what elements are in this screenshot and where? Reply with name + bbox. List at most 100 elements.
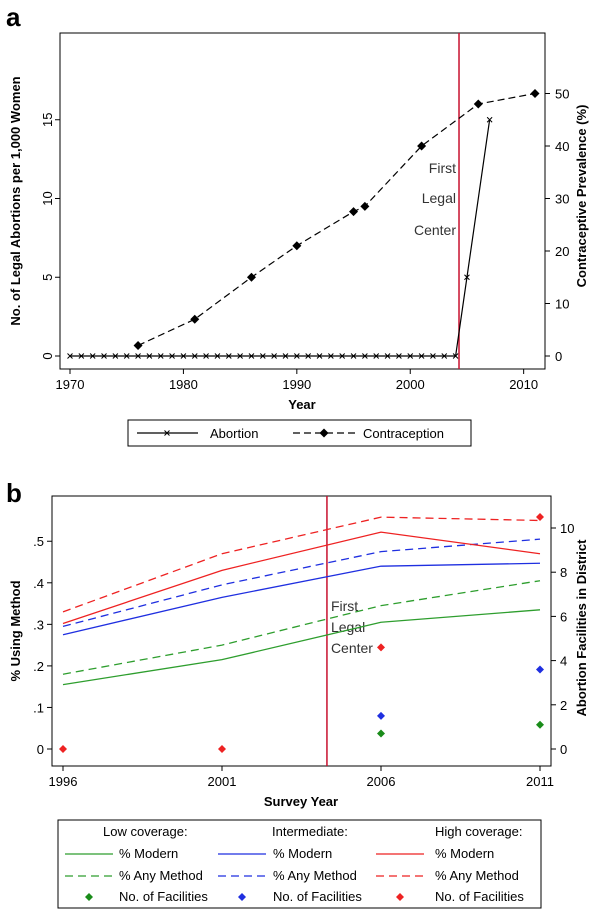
panel-a-abortion-point xyxy=(486,116,493,123)
panel-b-ylabel-left: % Using Method xyxy=(8,580,23,681)
panel-a-abortion-point xyxy=(101,353,107,359)
panel-b-annotation-center: Center xyxy=(331,640,373,656)
panel-b-xtick-label: 2001 xyxy=(208,774,237,789)
panel-b-series-line-1 xyxy=(62,580,541,675)
panel-a-ylabel-left: No. of Legal Abortions per 1,000 Women xyxy=(8,76,23,325)
panel-b-ytick-right-label: 8 xyxy=(560,565,567,580)
panel-a-xlabel: Year xyxy=(288,397,315,412)
panel-a-legend-abortion-marker xyxy=(164,430,170,436)
panel-a-contraception-point xyxy=(349,207,359,217)
panel-a-abortion-point xyxy=(214,353,221,359)
panel-b-annotation-first: First xyxy=(331,598,358,614)
panel-a-legend-contraception-label: Contraception xyxy=(363,426,444,441)
panel-b-ytick-left-label: .5 xyxy=(33,534,44,549)
panel-a-label: a xyxy=(6,2,21,32)
panel-a-abortion-point xyxy=(112,353,119,359)
panel-a-abortion-point xyxy=(328,353,334,359)
panel-a-legend-contraception-marker xyxy=(319,428,329,438)
panel-b-legend-header: Intermediate: xyxy=(272,824,348,839)
panel-b-series-line-4 xyxy=(62,531,541,625)
panel-b-ytick-left-label: 0 xyxy=(37,742,44,757)
panel-b-legend-facilities-marker xyxy=(85,893,93,901)
panel-b-facilities-point xyxy=(536,665,544,674)
panel-a-abortion-point xyxy=(203,353,209,359)
panel-a-abortion-point xyxy=(396,353,402,359)
panel-a-xtick-label: 2010 xyxy=(509,377,538,392)
panel-a-ytick-right-label: 30 xyxy=(555,192,569,207)
panel-a-abortion-point xyxy=(362,353,368,359)
panel-a-annotation-legal: Legal xyxy=(422,190,456,206)
panel-b-axes: 1996 2001 2006 2011 0 .1 .2 .3 .4 .5 0 2 4 6 8 10 xyxy=(33,521,574,789)
panel-b-legend: Low coverage: % Modern % Any Method No. of … xyxy=(57,819,542,909)
panel-b-ytick-left-label: .2 xyxy=(33,659,44,674)
panel-b-annotation-legal: Legal xyxy=(331,619,365,635)
panel-b-ylabel-right: Abortion Facilities in District xyxy=(574,539,589,717)
panel-a-ytick-left-label: 0 xyxy=(40,352,55,359)
panel-a-abortion-point xyxy=(271,353,277,359)
panel-a-abortion-point xyxy=(237,353,243,359)
panel-a-ytick-left-label: 5 xyxy=(40,274,55,281)
panel-b-legend-facilities-label: No. of Facilities xyxy=(119,889,208,904)
panel-a-abortion-point xyxy=(293,353,300,359)
panel-a-contraception-point xyxy=(360,201,370,211)
panel-a-xtick-label: 2000 xyxy=(396,377,425,392)
panel-b-legend-header: Low coverage: xyxy=(103,824,188,839)
panel-a-abortion-point xyxy=(248,353,255,359)
panel-b-label: b xyxy=(6,478,22,508)
panel-a-abortion-point xyxy=(191,353,198,359)
panel-b-ytick-left-label: .3 xyxy=(33,617,44,632)
panel-b-xlabel: Survey Year xyxy=(264,794,338,809)
panel-a-abortion-point xyxy=(89,353,96,359)
panel-a-contraception-point xyxy=(417,141,427,151)
panel-a-ytick-right-label: 40 xyxy=(555,139,569,154)
panel-b-facilities-point xyxy=(377,643,385,652)
panel-a-ytick-right-label: 50 xyxy=(555,87,569,102)
panel-a-abortion-point xyxy=(259,353,266,359)
panel-a-ylabel-right: Contraceptive Prevalence (%) xyxy=(574,105,589,288)
panel-b-facilities-point xyxy=(536,720,544,729)
panel-a-ytick-left-label: 10 xyxy=(40,191,55,205)
panel-b-ytick-right-label: 4 xyxy=(560,654,567,669)
panel-a-ytick-right-label: 0 xyxy=(555,349,562,364)
panel-a-frame xyxy=(59,32,546,370)
panel-a-contraception-point xyxy=(530,89,540,98)
panel-a-abortion-point xyxy=(430,353,436,359)
panel-a-abortion-point xyxy=(407,353,414,359)
panel-b-facilities-point xyxy=(377,711,385,720)
panel-a-xtick-label: 1970 xyxy=(56,377,85,392)
panel-a-abortion-point xyxy=(169,353,175,359)
panel-b-series-line-0 xyxy=(62,609,541,686)
panel-b-xtick-label: 1996 xyxy=(49,774,78,789)
panel-a-annotation-first: First xyxy=(429,160,456,176)
panel-a-abortion-point xyxy=(373,353,380,359)
panel-b-xtick-label: 2011 xyxy=(526,774,554,789)
panel-a-contraception-point xyxy=(133,341,143,350)
panel-a-abortion-point xyxy=(441,353,448,359)
panel-b-legend-facilities-marker xyxy=(238,893,246,901)
panel-b-ytick-left-label: .4 xyxy=(33,576,44,591)
panel-a-abortion-point xyxy=(418,353,425,359)
panel-a-abortion-point xyxy=(464,274,470,281)
panel-a-abortion-point xyxy=(225,353,232,359)
panel-b-series-line-2 xyxy=(62,562,541,636)
panel-a-axes: 1970 1980 1990 2000 2010 0 5 10 15 0 10 20 30 40 50 xyxy=(40,87,569,393)
panel-a-abortion-point xyxy=(67,353,73,359)
panel-b-frame xyxy=(51,495,552,767)
panel-b-legend-any-label: % Any Method xyxy=(273,868,357,883)
panel-a-contraception-point xyxy=(190,314,200,324)
panel-a-ytick-right-label: 10 xyxy=(555,297,569,312)
panel-a-abortion-point xyxy=(282,353,289,359)
panel-a-contraception-point xyxy=(292,241,302,251)
panel-b-legend-facilities-label: No. of Facilities xyxy=(435,889,524,904)
panel-a-abortion-point xyxy=(452,353,459,359)
panel-a-xtick-label: 1990 xyxy=(282,377,311,392)
panel-a-xtick-label: 1980 xyxy=(169,377,198,392)
panel-b-ytick-right-label: 2 xyxy=(560,698,567,713)
panel-b-marks: First Legal Center xyxy=(59,496,544,766)
panel-b-facilities-point xyxy=(59,745,67,753)
panel-a-marks: First Legal Center xyxy=(67,33,540,369)
panel-a-abortion-point xyxy=(157,353,164,359)
panel-b-legend-any-label: % Any Method xyxy=(119,868,203,883)
panel-a-abortion-point xyxy=(78,353,85,359)
panel-a-abortion-point xyxy=(123,353,130,359)
